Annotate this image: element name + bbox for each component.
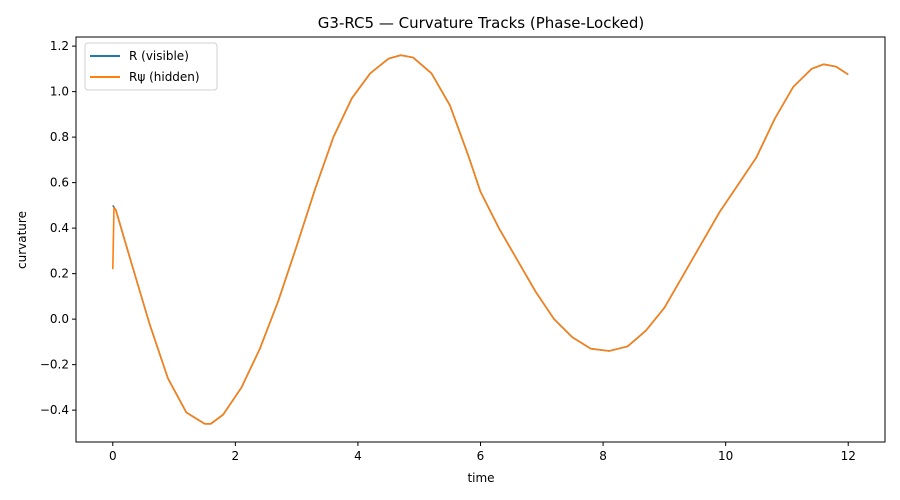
legend-label-r-visible: R (visible) bbox=[129, 49, 189, 63]
legend-label-rpsi-hidden: Rψ (hidden) bbox=[129, 70, 200, 84]
x-tick-label: 10 bbox=[718, 449, 733, 463]
legend-box bbox=[84, 42, 218, 91]
series-line-1-r-hidden bbox=[112, 54, 849, 425]
y-tick-label: 1.0 bbox=[50, 85, 69, 99]
x-tick-label: 12 bbox=[841, 449, 856, 463]
x-tick-label: 0 bbox=[109, 449, 117, 463]
plot-area: 0 2 4 6 8 10 12 −0.4 −0.2 0.0 0.2 0.4 0.6 0.8 1.0 1.2 bbox=[40, 36, 886, 463]
x-tick-label: 2 bbox=[232, 449, 240, 463]
y-tick-label: 1.2 bbox=[50, 39, 69, 53]
y-tick-label: 0.6 bbox=[50, 176, 69, 190]
legend: R (visible) Rψ (hidden) bbox=[84, 42, 218, 91]
plot-frame bbox=[75, 36, 886, 443]
series-lines bbox=[112, 54, 849, 425]
y-tick-label: 0.4 bbox=[50, 221, 69, 235]
x-tick-label: 6 bbox=[477, 449, 485, 463]
y-tick-label: −0.2 bbox=[40, 358, 69, 372]
chart-title: G3-RC5 — Curvature Tracks (Phase-Locked) bbox=[318, 14, 644, 32]
x-axis-label: time bbox=[467, 471, 494, 485]
y-tick-label: −0.4 bbox=[40, 403, 69, 417]
y-tick-label: 0.8 bbox=[50, 130, 69, 144]
y-tick-label: 0.2 bbox=[50, 267, 69, 281]
series-line-0-r-visible bbox=[112, 54, 849, 425]
y-tick-label: 0.0 bbox=[50, 312, 69, 326]
y-axis-label: curvature bbox=[15, 211, 29, 269]
x-tick-label: 8 bbox=[599, 449, 607, 463]
x-tick-label: 4 bbox=[354, 449, 362, 463]
x-axis-ticks: 0 2 4 6 8 10 12 bbox=[109, 442, 856, 463]
y-axis-ticks: −0.4 −0.2 0.0 0.2 0.4 0.6 0.8 1.0 1.2 bbox=[40, 39, 76, 417]
